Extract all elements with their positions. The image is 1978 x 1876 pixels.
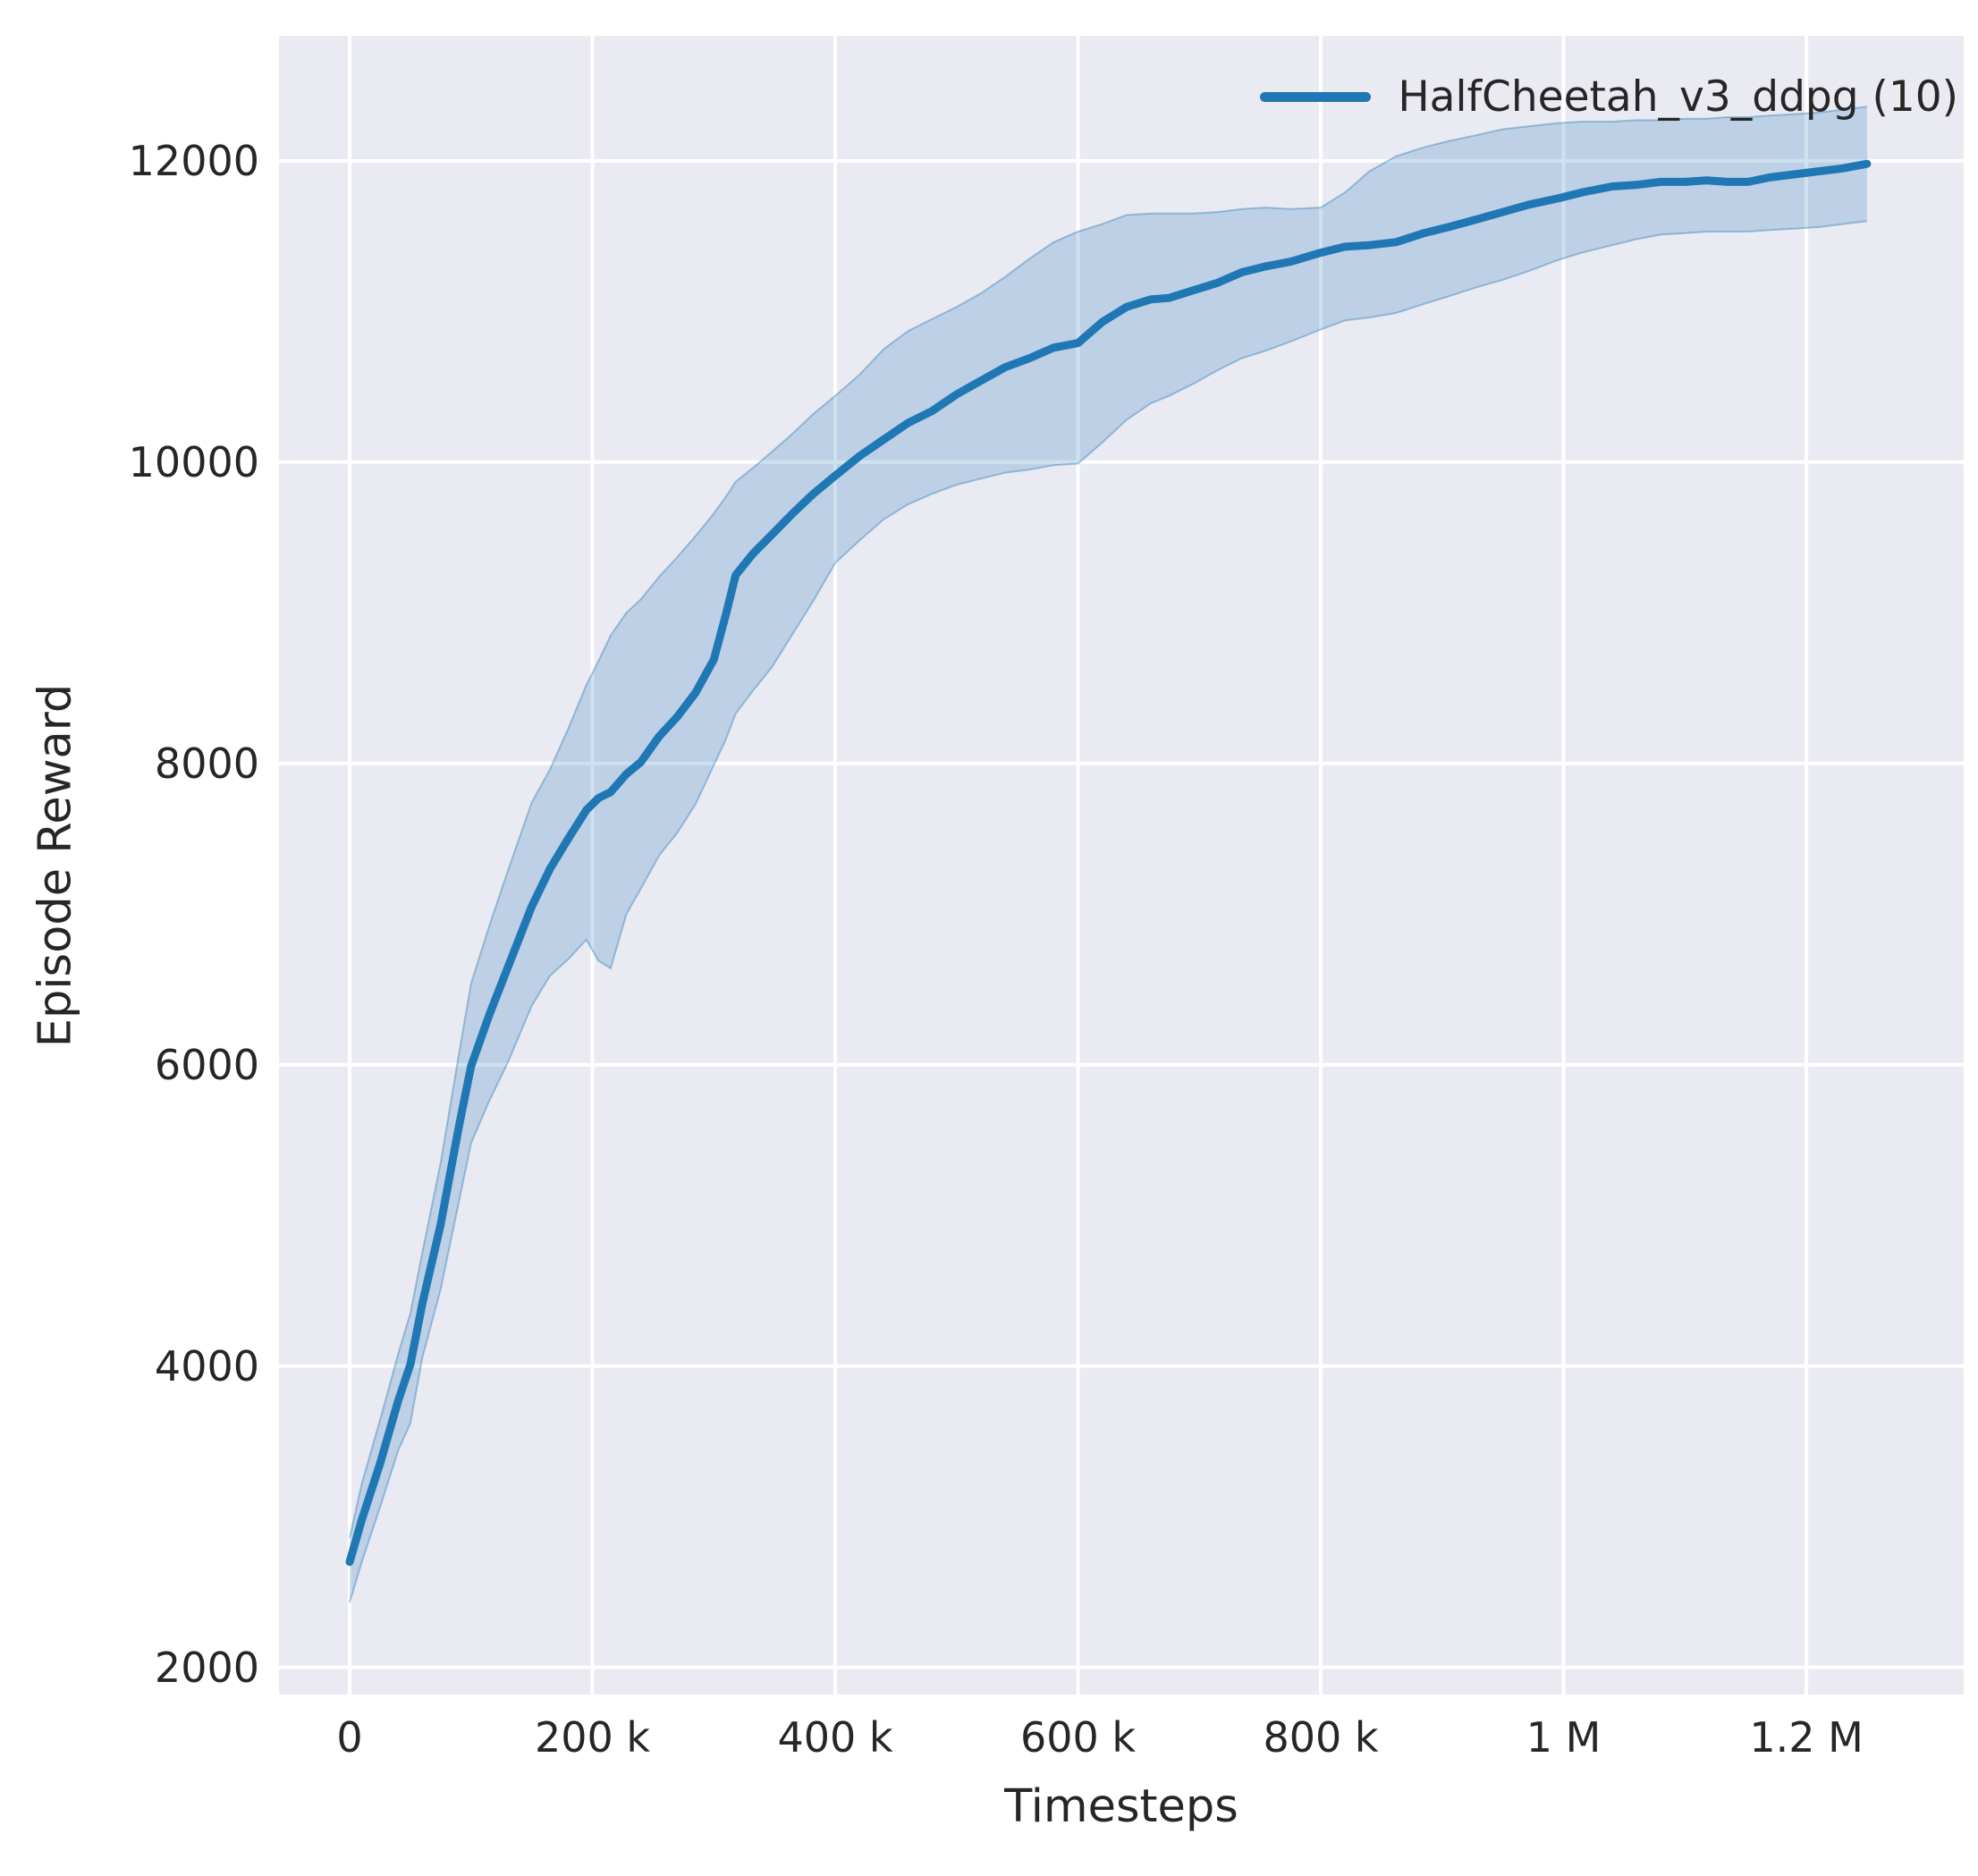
x-tick-label: 200 k <box>534 1713 651 1762</box>
x-tick-label: 0 <box>336 1713 363 1762</box>
x-tick-label: 400 k <box>777 1713 893 1762</box>
legend: HalfCheetah_v3_ddpg (10) <box>1260 73 1958 120</box>
y-tick-label: 6000 <box>154 1040 259 1089</box>
x-tick-label: 1.2 M <box>1749 1713 1864 1762</box>
confidence-band <box>350 106 1867 1603</box>
x-tick-label: 800 k <box>1263 1713 1379 1762</box>
legend-label: HalfCheetah_v3_ddpg (10) <box>1398 72 1958 122</box>
mean-line <box>345 159 1872 1567</box>
y-tick-label: 10000 <box>128 437 259 486</box>
y-axis-label: Episode Reward <box>29 683 82 1047</box>
x-tick-label: 600 k <box>1020 1713 1137 1762</box>
band-lower-edge <box>349 220 1868 1603</box>
x-tick-label: 1 M <box>1526 1713 1602 1762</box>
legend-line-swatch <box>1260 91 1372 102</box>
y-tick-label: 12000 <box>128 136 259 185</box>
x-axis-label: Timesteps <box>1004 1780 1238 1833</box>
y-tick-label: 4000 <box>154 1341 259 1390</box>
band-upper-edge <box>349 106 1868 1539</box>
y-tick-label: 8000 <box>154 739 259 788</box>
y-tick-label: 2000 <box>154 1643 259 1692</box>
